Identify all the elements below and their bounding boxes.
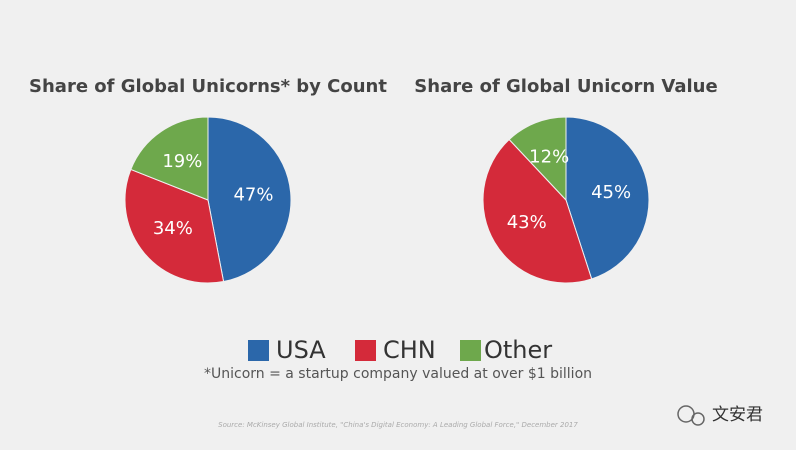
pie-slice <box>482 138 593 284</box>
data-label: 12% <box>529 147 569 168</box>
pie-slice <box>565 116 650 280</box>
footnote: *Unicorn = a startup company valued at o… <box>204 366 592 382</box>
chart-title: Share of Global Unicorn Value <box>414 76 717 97</box>
pie-slice <box>124 168 225 284</box>
pie-slice <box>130 116 209 201</box>
data-label: 19% <box>162 151 202 172</box>
legend-swatch <box>248 340 269 361</box>
data-label: 45% <box>591 182 631 203</box>
data-label: 47% <box>233 185 273 206</box>
pie-slice <box>508 116 567 202</box>
icon-circle <box>691 412 705 426</box>
pie-slice <box>207 116 292 283</box>
data-label: 43% <box>507 212 547 233</box>
legend-swatch <box>460 340 481 361</box>
legend: USA CHN Other <box>248 336 552 364</box>
chart-title: Share of Global Unicorns* by Count <box>29 76 387 97</box>
legend-swatch <box>355 340 376 361</box>
legend-label: USA <box>276 336 326 364</box>
watermark-icon <box>677 405 705 426</box>
data-label: 34% <box>153 218 193 239</box>
legend-label: Other <box>484 336 552 364</box>
source: Source: McKinsey Global Institute, "Chin… <box>218 421 578 429</box>
watermark: 文安君 <box>712 405 763 425</box>
legend-label: CHN <box>383 336 436 364</box>
